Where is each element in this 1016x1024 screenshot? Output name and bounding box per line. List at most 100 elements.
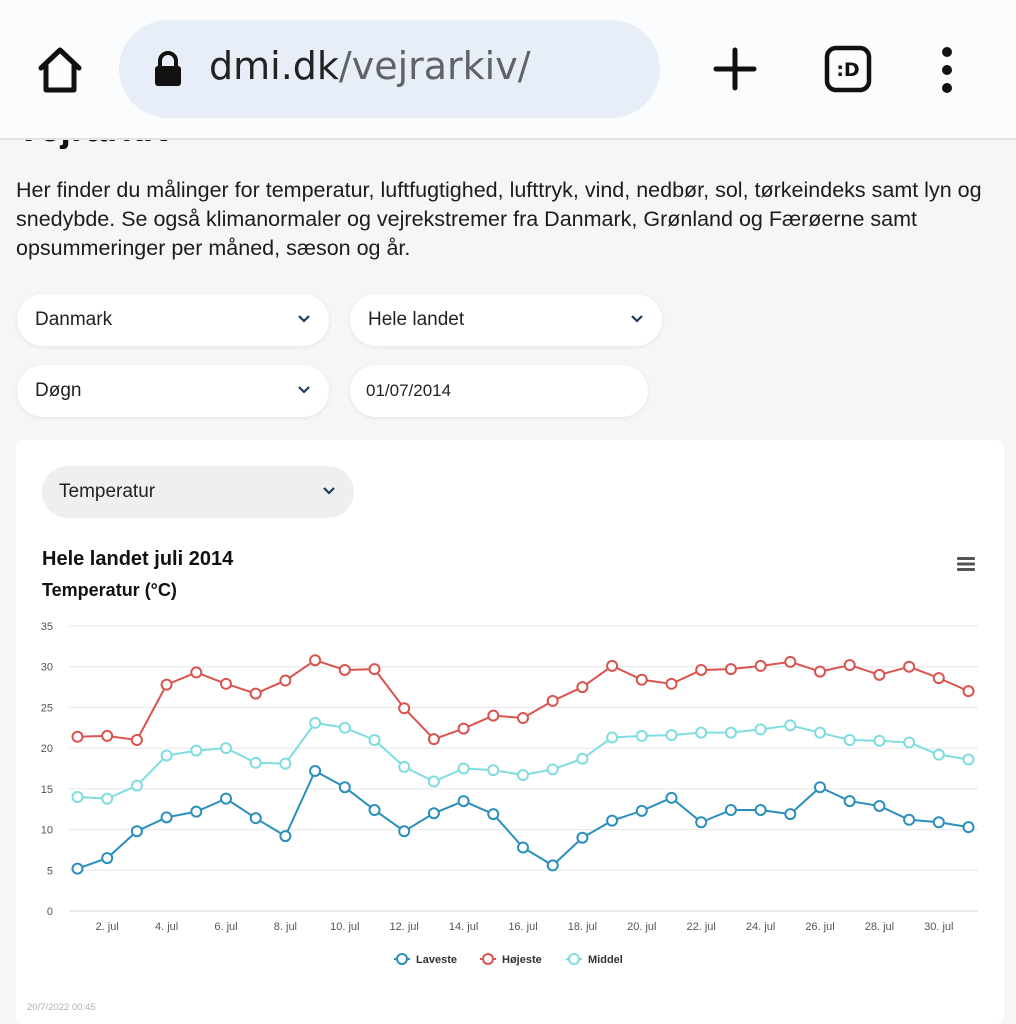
data-point [724, 726, 737, 739]
y-tick-label: 35 [41, 621, 53, 633]
chart-subtitle: Temperatur (°C) [42, 580, 177, 600]
data-point [279, 674, 292, 687]
intro-text: Her finder du målinger for temperatur, l… [16, 178, 982, 260]
url-host: dmi.dk [209, 44, 339, 88]
x-tick-label: 6. jul [214, 921, 237, 933]
data-point [517, 712, 529, 725]
y-tick-label: 15 [41, 784, 53, 796]
x-tick-label: 30. jul [924, 921, 953, 933]
data-point [784, 655, 797, 668]
data-point [843, 795, 856, 808]
data-point [487, 709, 500, 722]
x-tick-label: 24. jul [746, 921, 775, 933]
data-point [249, 687, 262, 700]
region-select[interactable]: Hele landet [350, 294, 662, 346]
data-point [249, 812, 262, 825]
data-point [130, 779, 143, 792]
more-vert-icon[interactable] [932, 44, 962, 96]
series-line-højeste [77, 659, 969, 741]
data-point [962, 821, 975, 834]
x-tick-label: 26. jul [805, 921, 834, 933]
browser-toolbar: dmi.dk/vejrarkiv/ :D [0, 0, 1016, 140]
data-point [160, 811, 173, 824]
x-tick-label: 14. jul [449, 921, 478, 933]
y-tick-label: 30 [41, 662, 53, 674]
parameter-select-value: Temperatur [59, 481, 156, 502]
data-point [309, 654, 322, 667]
data-point [754, 804, 767, 817]
data-point [190, 744, 203, 757]
date-input[interactable]: 01/07/2014 [350, 365, 648, 417]
data-point [576, 831, 589, 844]
data-point [190, 805, 203, 818]
tab-switcher-label: :D [836, 59, 859, 81]
data-point [903, 813, 916, 826]
legend-label: Højeste [502, 954, 542, 966]
data-point [814, 726, 826, 739]
data-point [338, 663, 351, 676]
data-point [220, 792, 232, 805]
lock-icon [153, 51, 183, 87]
data-point [457, 795, 470, 808]
data-point [368, 734, 381, 746]
data-point [160, 678, 173, 691]
data-point [962, 753, 975, 766]
data-point [517, 841, 529, 854]
data-point [427, 733, 440, 746]
data-point [873, 668, 886, 681]
data-point [398, 825, 411, 838]
data-point [606, 814, 619, 827]
data-point [517, 769, 529, 782]
x-tick-label: 20. jul [627, 921, 656, 933]
data-point [754, 723, 767, 736]
x-tick-label: 18. jul [568, 921, 597, 933]
data-point [635, 673, 648, 686]
data-point [903, 660, 916, 673]
data-point [576, 752, 589, 765]
data-point [487, 764, 500, 777]
chart-timestamp: 20/7/2022 00:45 [27, 1002, 96, 1013]
data-point [576, 681, 589, 694]
period-select-value: Døgn [35, 380, 82, 401]
data-point [546, 763, 559, 776]
chart-card: Temperatur Hele landet juli 2014 Tempera… [16, 440, 1004, 1024]
legend-marker [568, 953, 580, 965]
data-point [279, 830, 292, 843]
y-tick-label: 5 [47, 865, 53, 877]
x-tick-label: 10. jul [330, 921, 359, 933]
data-point [873, 734, 886, 747]
data-point [843, 734, 856, 746]
data-point [932, 748, 945, 761]
chart-title: Hele landet juli 2014 [42, 548, 234, 570]
data-point [635, 729, 648, 742]
plus-icon[interactable] [712, 46, 758, 92]
legend-label: Laveste [416, 954, 457, 966]
parameter-select[interactable]: Temperatur [42, 466, 354, 518]
data-point [457, 762, 470, 775]
data-point [101, 852, 114, 865]
data-point [338, 781, 351, 794]
tab-switcher-icon[interactable]: :D [824, 45, 872, 93]
data-point [130, 825, 143, 838]
data-point [932, 816, 945, 829]
legend-label: Middel [588, 954, 623, 966]
country-select[interactable]: Danmark [17, 294, 329, 346]
chart-context-menu-icon[interactable] [956, 556, 976, 572]
data-point [101, 729, 114, 742]
data-point [665, 729, 678, 742]
x-tick-label: 4. jul [155, 921, 178, 933]
x-tick-label: 12. jul [390, 921, 419, 933]
x-tick-label: 8. jul [274, 921, 297, 933]
chevron-down-icon [323, 487, 335, 495]
data-point [814, 665, 826, 678]
home-icon[interactable] [34, 44, 86, 96]
data-point [398, 760, 411, 773]
address-bar[interactable]: dmi.dk/vejrarkiv/ [119, 20, 660, 118]
date-input-value: 01/07/2014 [366, 381, 452, 400]
y-tick-label: 20 [41, 743, 53, 755]
data-point [665, 677, 678, 690]
period-select[interactable]: Døgn [17, 365, 329, 417]
x-tick-label: 2. jul [96, 921, 119, 933]
url-text: dmi.dk/vejrarkiv/ [209, 44, 531, 88]
y-tick-label: 0 [47, 906, 53, 918]
